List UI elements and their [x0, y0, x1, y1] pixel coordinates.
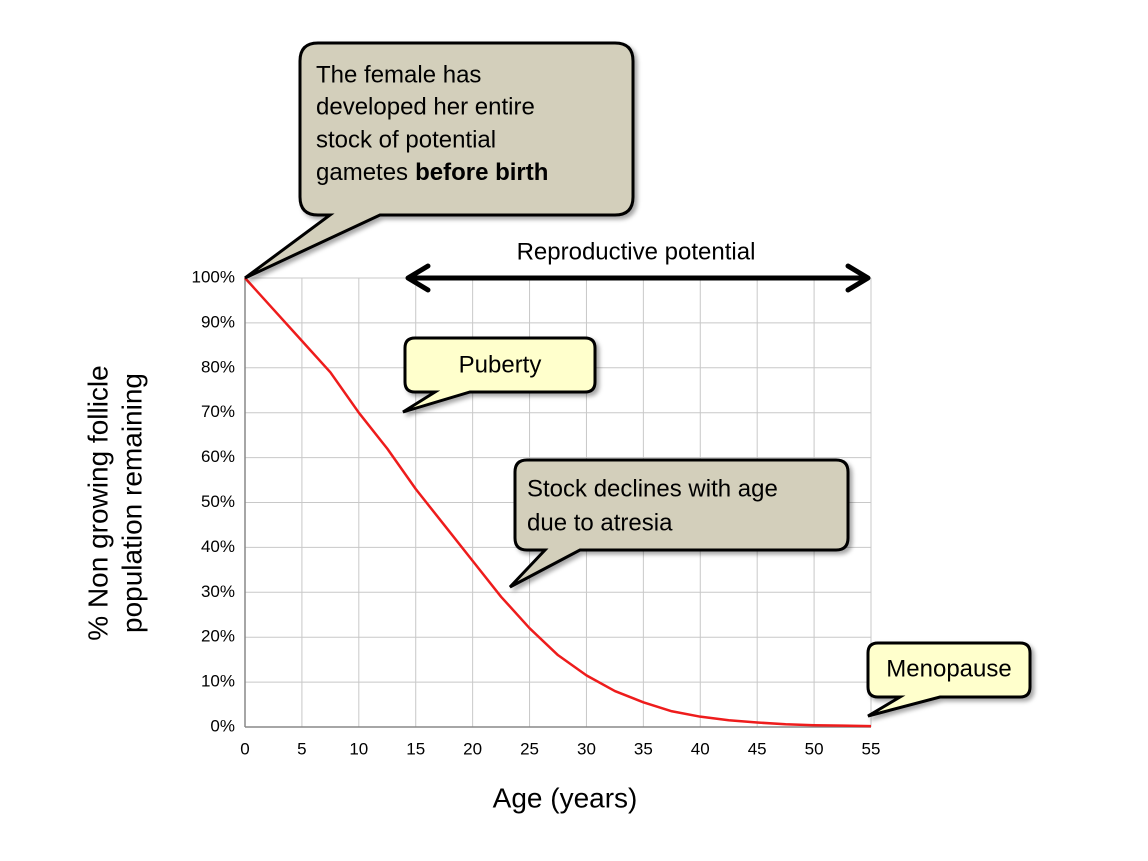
x-tick-label: 15 — [406, 739, 425, 758]
x-tick-label: 5 — [297, 739, 306, 758]
callout-text: Puberty — [459, 351, 542, 378]
y-axis-label-group: % Non growing follicle population remain… — [82, 365, 147, 640]
data-line — [244, 277, 872, 728]
y-tick-label: 40% — [201, 537, 235, 556]
y-axis-label: population remaining — [116, 373, 147, 633]
y-tick-label: 20% — [201, 627, 235, 646]
y-tick-label: 70% — [201, 402, 235, 421]
y-tick-label: 90% — [201, 312, 235, 331]
x-tick-label: 35 — [634, 739, 653, 758]
x-tick-label: 20 — [463, 739, 482, 758]
y-tick-label: 50% — [201, 492, 235, 511]
x-tick-label: 30 — [577, 739, 596, 758]
callout-box — [244, 41, 635, 280]
y-tick-label: 80% — [201, 357, 235, 376]
callout-text: The female has — [316, 61, 481, 88]
callout-box — [866, 641, 1032, 718]
y-axis-label: % Non growing follicle — [82, 365, 113, 640]
y-tick-label: 10% — [201, 672, 235, 691]
x-tick-label: 45 — [748, 739, 767, 758]
callout-text: gametes — [316, 159, 408, 186]
x-tick-label: 25 — [520, 739, 539, 758]
callout-text: due to atresia — [527, 509, 673, 536]
callout-text: developed her entire — [316, 93, 535, 120]
x-tick-label: 10 — [349, 739, 368, 758]
callout-box — [508, 458, 850, 589]
callout-text: stock of potential — [316, 126, 496, 153]
callout-bold-text: before birth — [415, 159, 548, 186]
callout-text: Menopause — [886, 655, 1011, 682]
callout-text: Stock declines with age — [527, 475, 778, 502]
y-tick-label: 30% — [201, 582, 235, 601]
range-label: Reproductive potential — [517, 238, 756, 265]
y-tick-label: 60% — [201, 447, 235, 466]
x-tick-label: 50 — [805, 739, 824, 758]
x-tick-label: 0 — [240, 739, 249, 758]
x-tick-label: 40 — [691, 739, 710, 758]
x-axis-label: Age (years) — [493, 782, 638, 813]
callout-text: gametes before birth — [316, 159, 548, 186]
range-arrow — [405, 263, 871, 293]
y-tick-label: 0% — [210, 716, 235, 735]
y-tick-label: 100% — [192, 267, 235, 286]
x-tick-label: 55 — [862, 739, 881, 758]
callout-box — [402, 336, 597, 414]
